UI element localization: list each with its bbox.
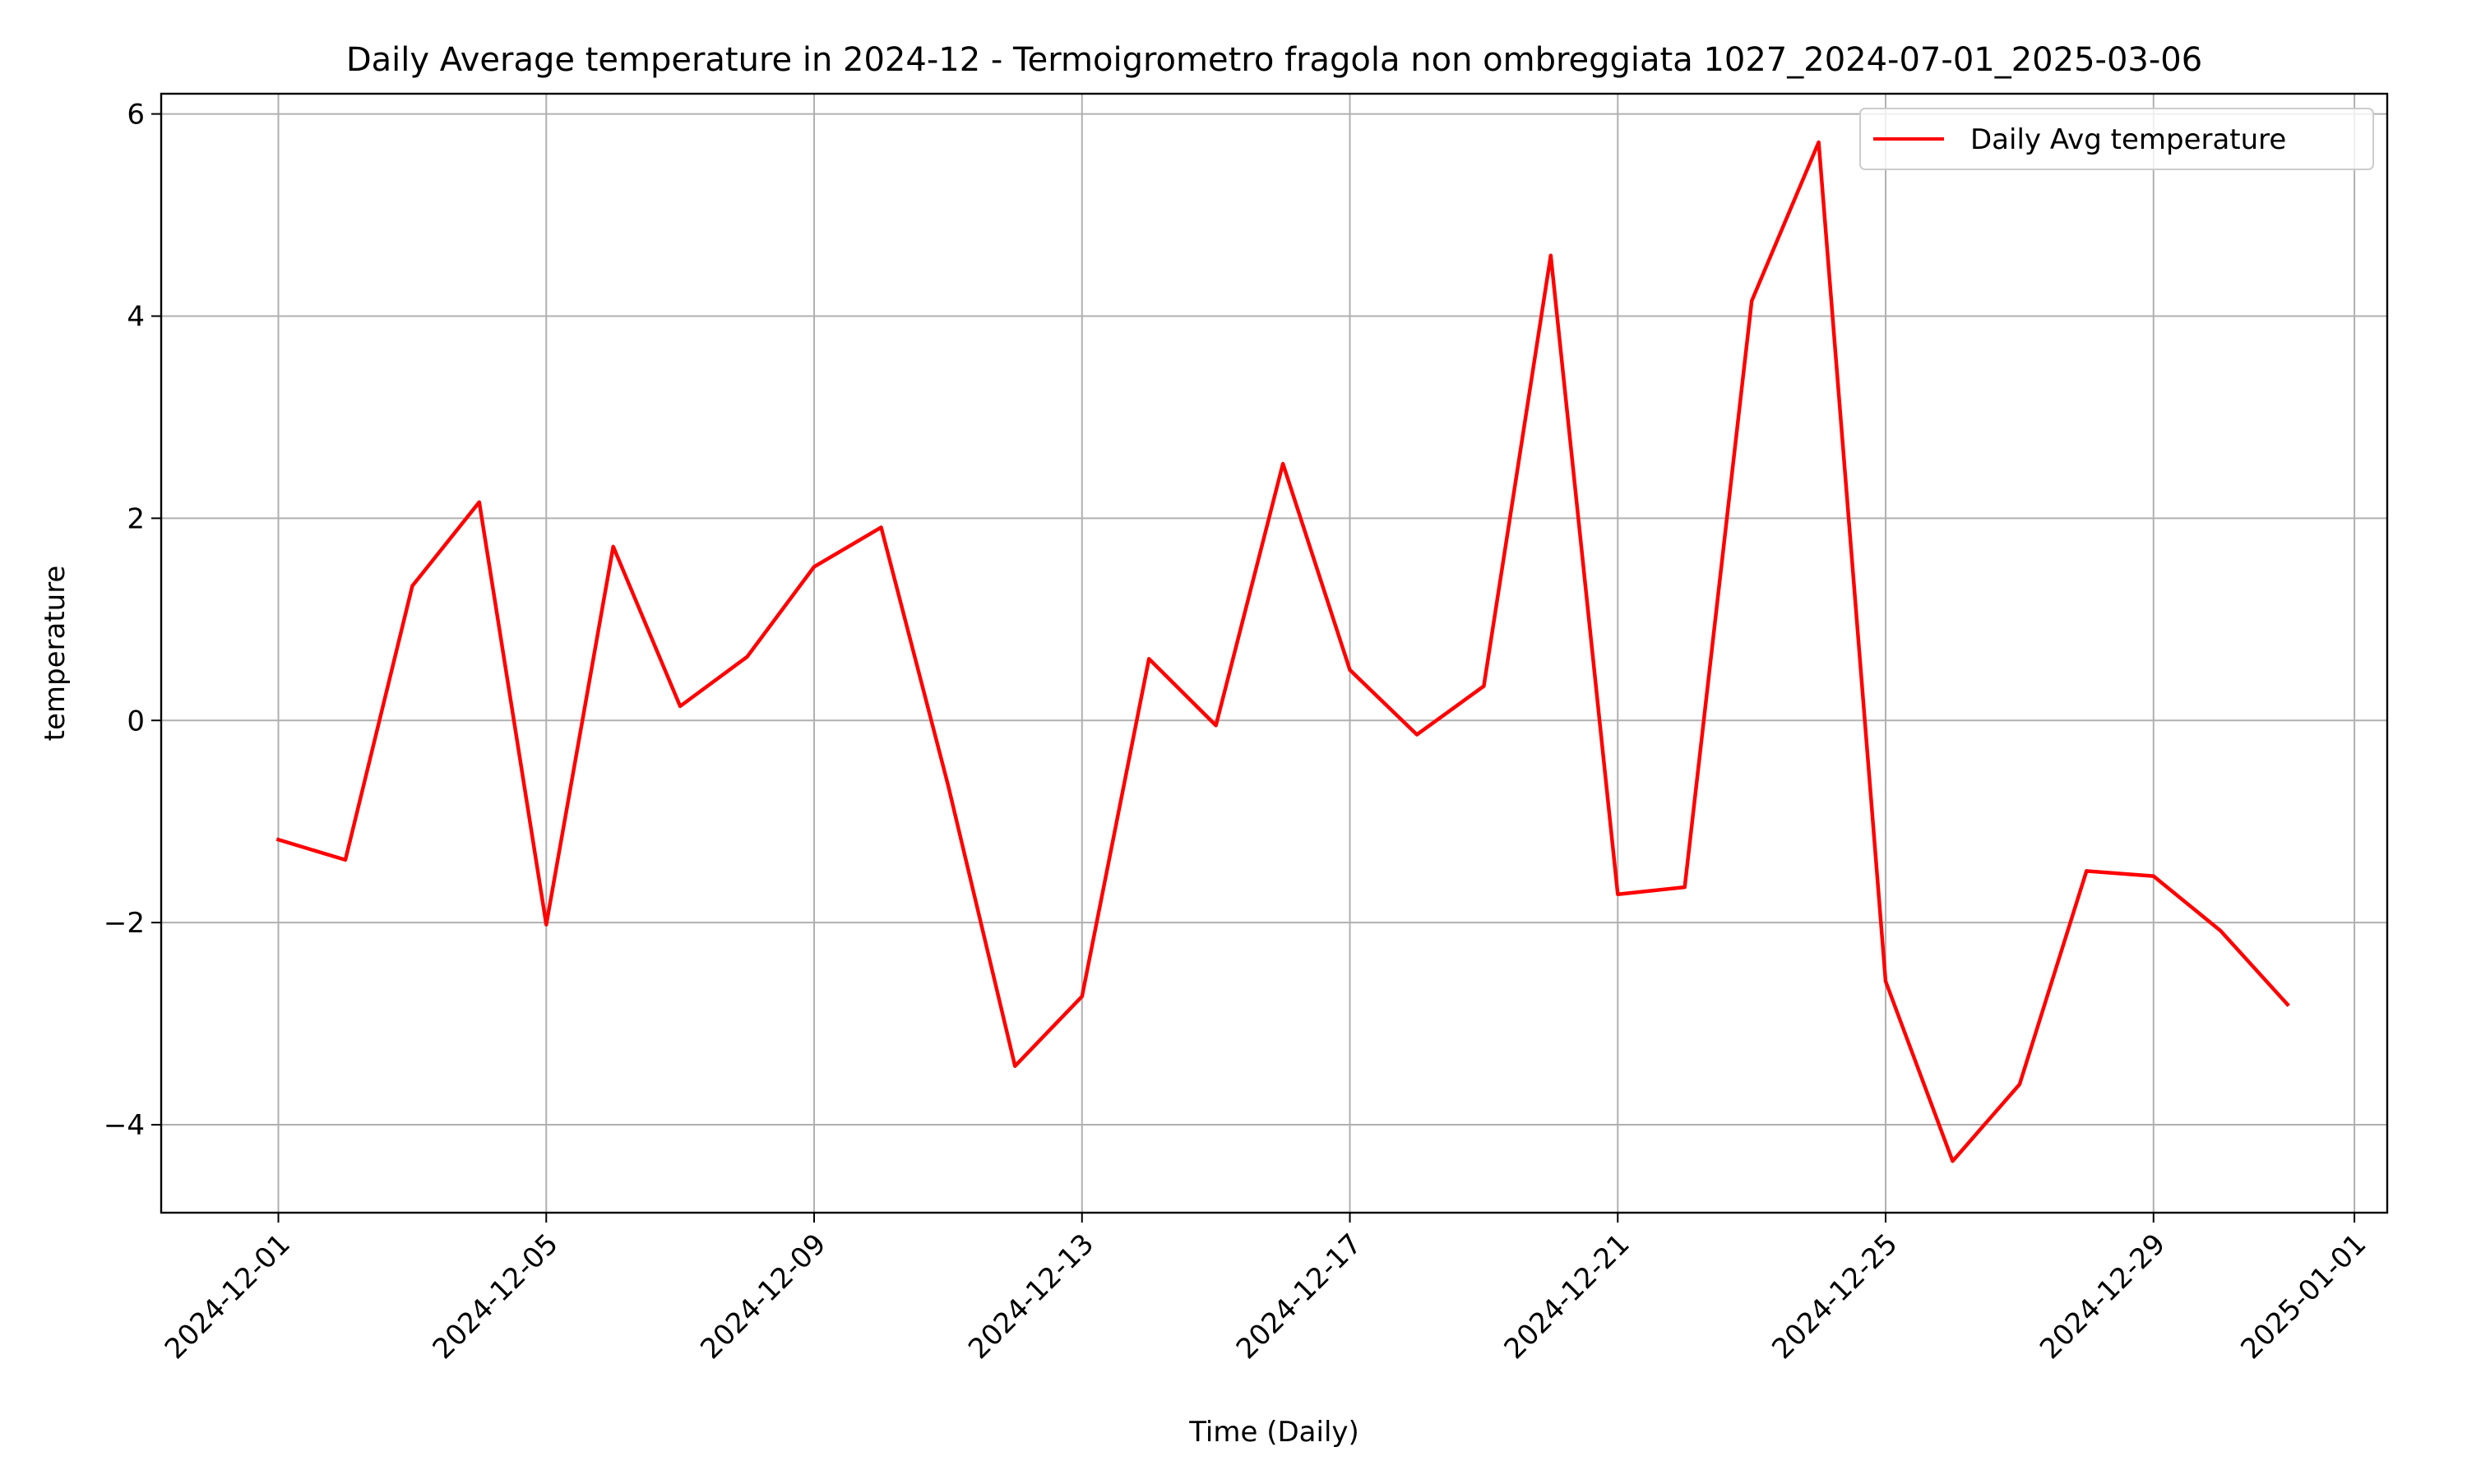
- x-tick-label: 2024-12-17: [1230, 1227, 1368, 1366]
- y-tick-label: 4: [127, 300, 145, 333]
- x-tick-label: 2024-12-01: [159, 1227, 297, 1366]
- plot-frame: [160, 92, 2389, 1214]
- grid: [161, 94, 2387, 1213]
- y-axis-label: temperature: [39, 566, 72, 742]
- x-tick-label: 2024-12-13: [962, 1227, 1100, 1366]
- plot-data: [275, 140, 2290, 1163]
- y-tick-label: 2: [127, 502, 145, 535]
- y-tick-label: 6: [127, 99, 145, 132]
- x-tick-label: 2024-12-29: [2034, 1227, 2172, 1366]
- y-tick-label: 0: [127, 705, 145, 737]
- legend: Daily Avg temperature: [1859, 108, 2374, 170]
- x-axis-label: Time (Daily): [1188, 1416, 1359, 1449]
- x-tick-label: 2024-12-25: [1766, 1227, 1904, 1366]
- x-tick-label: 2024-12-05: [427, 1227, 565, 1366]
- legend-label: Daily Avg temperature: [1970, 123, 2286, 156]
- legend-box: [1859, 108, 2374, 170]
- chart-title: Daily Average temperature in 2024-12 - T…: [346, 41, 2202, 79]
- y-tick-label: −4: [104, 1109, 145, 1142]
- series-line: [275, 140, 2290, 1163]
- x-tick-label: 2024-12-09: [694, 1227, 832, 1366]
- x-tick-label: 2024-12-21: [1498, 1227, 1636, 1366]
- x-tick-label: 2025-01-01: [2234, 1227, 2372, 1366]
- axis-ticks: 2024-12-01 2024-12-05 2024-12-09 2024-12-13…: [104, 99, 2373, 1366]
- y-tick-label: −2: [104, 907, 145, 940]
